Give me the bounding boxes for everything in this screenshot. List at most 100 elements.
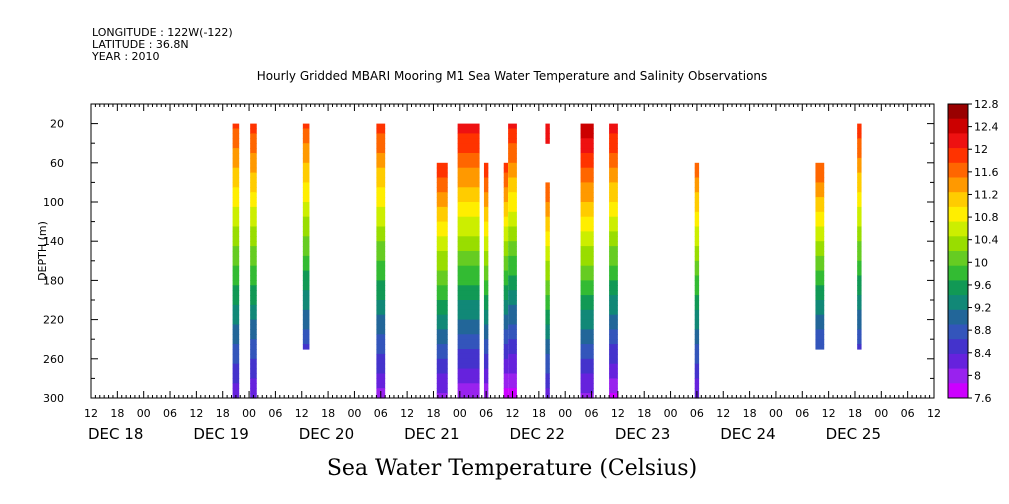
profile-band	[436, 290, 448, 296]
profile-band	[376, 388, 386, 394]
profile-band	[483, 172, 489, 179]
profile-band	[545, 314, 550, 321]
temperature-profile-12	[609, 123, 618, 399]
profile-band	[250, 153, 257, 159]
profile-band	[483, 167, 489, 174]
profile-band	[376, 255, 386, 262]
profile-band	[609, 275, 618, 281]
profile-band	[376, 251, 386, 257]
x-hour-label: 18	[743, 407, 757, 420]
profile-band	[580, 255, 594, 262]
profile-band	[694, 334, 700, 340]
colorbar-swatch	[948, 162, 968, 178]
x-day-label: DEC 22	[510, 425, 565, 443]
profile-band	[609, 246, 618, 252]
profile-band	[457, 388, 480, 394]
colorbar-swatch	[948, 295, 968, 311]
profile-band	[545, 187, 550, 193]
profile-band	[503, 206, 509, 213]
profile-band	[815, 226, 825, 232]
profile-band	[508, 304, 517, 311]
profile-band	[436, 216, 448, 223]
profile-band	[232, 231, 240, 237]
profile-band	[609, 133, 618, 139]
profile-band	[302, 231, 310, 237]
temperature-profile-0	[232, 123, 240, 399]
x-hour-label: 12	[84, 407, 98, 420]
profile-band	[232, 388, 240, 394]
profile-band	[250, 221, 257, 228]
profile-band	[250, 378, 257, 384]
profile-band	[694, 373, 700, 379]
profile-band	[694, 226, 700, 232]
profile-band	[545, 255, 550, 262]
profile-band	[376, 270, 386, 277]
profile-band	[815, 295, 825, 301]
profile-band	[436, 324, 448, 330]
profile-band	[457, 349, 480, 355]
profile-band	[694, 319, 700, 326]
profile-layer	[232, 123, 862, 399]
colorbar-label: 12.8	[974, 98, 999, 111]
profile-band	[580, 280, 594, 286]
profile-band	[436, 211, 448, 218]
profile-band	[815, 187, 825, 193]
profile-band	[457, 167, 480, 174]
profile-band	[376, 202, 386, 208]
profile-band	[457, 295, 480, 301]
profile-band	[457, 344, 480, 350]
profile-band	[483, 314, 489, 321]
profile-band	[232, 344, 240, 350]
profile-band	[580, 388, 594, 394]
profile-band	[580, 270, 594, 277]
profile-band	[250, 202, 257, 208]
x-hour-label: 00	[558, 407, 572, 420]
profile-band	[232, 309, 240, 316]
profile-band	[302, 162, 310, 169]
profile-band	[503, 388, 509, 394]
y-tick-label: 20	[50, 118, 64, 131]
profile-band	[580, 197, 594, 203]
colorbar-label: 9.6	[974, 279, 992, 292]
x-hour-label: 12	[611, 407, 625, 420]
profile-band	[483, 251, 489, 257]
y-axis-label: DEPTH (m)	[36, 221, 49, 281]
profile-band	[457, 143, 480, 149]
profile-band	[457, 260, 480, 267]
profile-band	[508, 290, 517, 296]
profile-band	[436, 251, 448, 257]
profile-band	[503, 349, 509, 355]
profile-band	[436, 241, 448, 247]
profile-band	[232, 304, 240, 311]
profile-band	[815, 167, 825, 174]
profile-band	[580, 153, 594, 159]
profile-band	[503, 162, 509, 169]
colorbar-swatch	[948, 368, 968, 384]
profile-band	[580, 319, 594, 326]
profile-band	[609, 270, 618, 277]
profile-band	[609, 182, 618, 188]
profile-band	[508, 128, 517, 134]
x-day-label: DEC 24	[720, 425, 775, 443]
profile-band	[302, 270, 310, 277]
latitude-label: LATITUDE : 36.8N	[92, 38, 189, 51]
profile-band	[857, 236, 862, 242]
profile-band	[857, 153, 862, 159]
profile-band	[694, 270, 700, 277]
profile-band	[580, 295, 594, 301]
profile-band	[857, 319, 862, 326]
profile-band	[503, 314, 509, 321]
profile-band	[503, 221, 509, 228]
profile-band	[483, 270, 489, 277]
profile-band	[508, 211, 517, 218]
profile-band	[457, 182, 480, 188]
profile-band	[436, 339, 448, 345]
profile-band	[580, 309, 594, 316]
profile-band	[857, 241, 862, 247]
profile-band	[545, 319, 550, 326]
profile-band	[508, 231, 517, 237]
profile-band	[503, 334, 509, 340]
profile-band	[545, 373, 550, 379]
profile-band	[857, 260, 862, 267]
profile-band	[250, 300, 257, 306]
